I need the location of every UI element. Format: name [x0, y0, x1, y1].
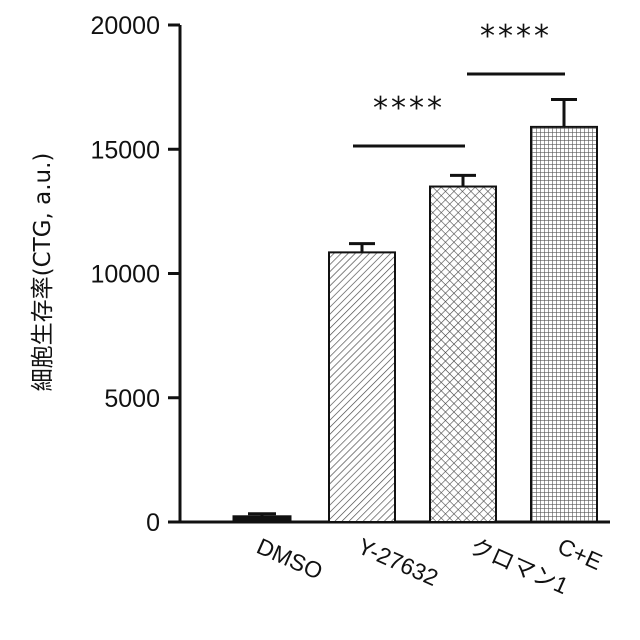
x-tick-label: クロマン1: [466, 533, 572, 599]
y-axis-label: 細胞生存率(CTG, a.u.): [30, 153, 56, 392]
y-tick-label: 10000: [90, 261, 160, 289]
bar-Y-27632: [329, 252, 395, 522]
bar-DMSO: [233, 516, 291, 522]
y-tick-label: 5000: [104, 385, 160, 413]
x-tick-label: Y-27632: [354, 533, 442, 591]
x-tick-label: DMSO: [253, 533, 327, 585]
x-axis-labels: DMSO Y-27632 クロマン1C+E: [253, 533, 606, 599]
significance-label: ****: [373, 91, 445, 126]
significance-label: ****: [480, 19, 552, 54]
bar-クロマン1: [430, 187, 496, 522]
bars: [233, 100, 597, 522]
bar-C+E: [531, 127, 597, 522]
y-tick-label: 20000: [90, 12, 160, 40]
y-tick-label: 15000: [90, 136, 160, 164]
x-tick-label: C+E: [554, 533, 606, 575]
y-tick-label: 0: [146, 509, 160, 537]
